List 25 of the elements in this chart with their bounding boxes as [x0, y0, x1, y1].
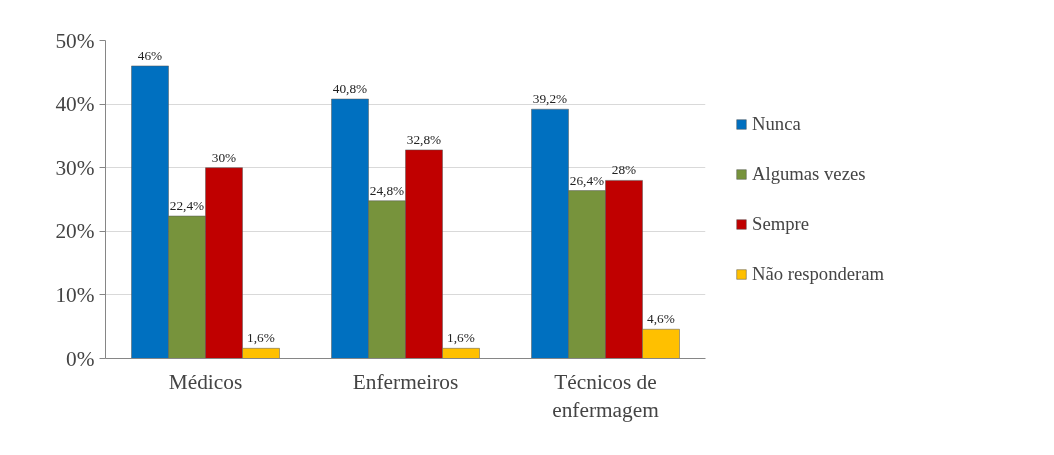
- data-label: 22,4%: [169, 198, 205, 214]
- y-tick-label: 30%: [55, 155, 95, 180]
- y-tick-label: 50%: [55, 28, 95, 53]
- data-label: 26,4%: [569, 172, 605, 188]
- data-label: 1,6%: [447, 330, 475, 346]
- data-label: 30%: [211, 149, 237, 165]
- legend-label: Sempre: [752, 213, 809, 235]
- legend-label: Não responderam: [752, 263, 885, 285]
- legend-label: Algumas vezes: [752, 163, 866, 185]
- data-label: 40,8%: [332, 81, 368, 97]
- x-tick-label: Técnicos de enfermagem: [552, 369, 660, 423]
- data-label: 4,6%: [647, 311, 675, 327]
- data-label: 39,2%: [532, 91, 568, 107]
- data-label: 46%: [137, 47, 163, 63]
- data-label: 32,8%: [406, 131, 442, 147]
- data-label: 1,6%: [247, 330, 275, 346]
- y-tick-label: 10%: [55, 282, 95, 307]
- y-tick-label: 20%: [55, 219, 95, 244]
- y-tick-label: 0%: [66, 346, 95, 371]
- y-tick-label: 40%: [55, 92, 95, 117]
- x-tick-label: Médicos: [168, 369, 243, 394]
- data-label: 28%: [611, 162, 637, 178]
- x-tick-label: Enfermeiros: [352, 369, 459, 394]
- legend-label: Nunca: [752, 113, 801, 135]
- data-label: 24,8%: [369, 182, 405, 198]
